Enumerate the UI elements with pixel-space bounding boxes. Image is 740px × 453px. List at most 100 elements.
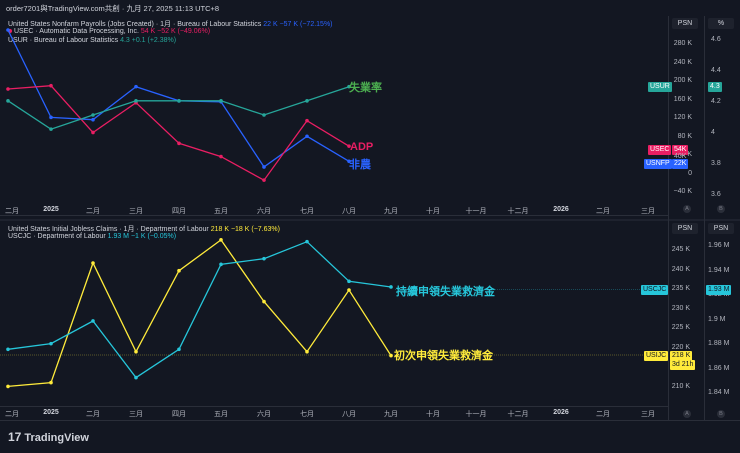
usur-pill: USUR <box>648 82 672 92</box>
data-point-usec[interactable] <box>177 141 181 146</box>
data-point-usur[interactable] <box>219 99 223 103</box>
series-legend-row[interactable]: USEC · Automatic Data Processing, Inc. 5… <box>8 28 210 35</box>
data-point-usnfp[interactable] <box>91 117 95 122</box>
series-legend-row[interactable]: United States Initial Jobless Claims · 1… <box>8 224 280 234</box>
data-point-usijc[interactable] <box>347 288 351 292</box>
data-point-uscjc[interactable] <box>389 285 393 289</box>
data-point-usec[interactable] <box>219 154 223 159</box>
x-axis-month-label: 三月 <box>129 411 143 418</box>
x-axis-month-label: 二月 <box>86 208 100 215</box>
series-line-usur[interactable] <box>7 86 350 130</box>
series-legend-row[interactable]: United States Nonfarm Payrolls (Jobs Cre… <box>8 19 333 29</box>
data-point-usec[interactable] <box>6 87 10 91</box>
data-point-usijc[interactable] <box>305 349 309 354</box>
data-point-usnfp[interactable] <box>262 165 266 169</box>
x-axis-month-label: 六月 <box>257 411 271 418</box>
uscjc-value-pill: 1.93 M <box>706 285 732 295</box>
data-point-uscjc[interactable] <box>91 319 95 323</box>
x-axis-month-label: 九月 <box>384 208 398 215</box>
data-point-usijc[interactable] <box>49 380 53 385</box>
data-point-usec[interactable] <box>305 118 309 123</box>
data-point-usijc[interactable] <box>389 353 393 358</box>
bottom-auto-scale-button[interactable]: A <box>683 410 691 418</box>
usijc-value-pill: 218 K <box>670 351 693 361</box>
data-point-usijc[interactable] <box>177 268 181 273</box>
x-axis-month-label: 二月 <box>596 411 610 418</box>
top-log-scale-button[interactable]: B <box>717 205 725 213</box>
annotation-initial-claims: 初次申領失業救濟金 <box>394 350 493 362</box>
header-text: order7201與TradingView.com共創 · 九月 27, 202… <box>6 4 220 13</box>
axis-tick-label: 210 K <box>671 383 690 390</box>
data-point-uscjc[interactable] <box>177 347 181 352</box>
data-point-usec[interactable] <box>347 144 351 148</box>
chart-header: order7201與TradingView.com共創 · 九月 27, 202… <box>0 0 740 16</box>
axis-tick-label: 4.4 <box>711 67 721 74</box>
data-point-usijc[interactable] <box>91 261 95 265</box>
data-point-usnfp[interactable] <box>347 159 351 164</box>
data-point-usijc[interactable] <box>219 238 223 242</box>
data-point-usnfp[interactable] <box>49 115 53 120</box>
usnfp-value-pill: 22K <box>672 159 689 169</box>
series-legend-value: 54 K −52 K (−49.06%) <box>140 28 211 35</box>
axis-tick-label: 245 K <box>671 246 690 253</box>
data-point-usur[interactable] <box>91 113 95 117</box>
data-point-uscjc[interactable] <box>49 341 53 346</box>
series-line-usnfp[interactable] <box>7 29 350 168</box>
data-point-usijc[interactable] <box>6 384 10 389</box>
data-point-usur[interactable] <box>134 99 138 103</box>
top-left-axis-header[interactable]: PSN <box>672 18 698 29</box>
axis-tick-label: 1.96 M <box>708 242 730 249</box>
uscjc-pill: USCJC <box>641 285 669 295</box>
x-axis-month-label: 2025 <box>43 206 59 213</box>
data-point-uscjc[interactable] <box>262 256 266 261</box>
series-line-usijc[interactable] <box>7 238 392 388</box>
bottom-right-axis-header[interactable]: PSN <box>708 223 734 234</box>
data-point-usnfp[interactable] <box>305 134 309 139</box>
top-right-axis-header[interactable]: % <box>708 18 734 29</box>
data-point-usec[interactable] <box>262 178 266 182</box>
data-point-uscjc[interactable] <box>134 375 138 380</box>
series-legend-row[interactable]: USCJC · Department of Labour 1.93 M −1 K… <box>8 233 176 240</box>
bottom-log-scale-button[interactable]: B <box>717 410 725 418</box>
axis-tick-label: 120 K <box>673 114 692 121</box>
data-point-usnfp[interactable] <box>6 28 10 32</box>
k-value-pill: 40K <box>674 153 687 160</box>
x-axis-month-label: 二月 <box>5 208 19 215</box>
x-axis-month-label: 十二月 <box>507 411 529 418</box>
data-point-usur[interactable] <box>347 84 351 89</box>
axis-tick-label: 220 K <box>671 343 690 351</box>
series-dot-icon <box>8 29 12 33</box>
axis-tick-label: 200 K <box>673 77 692 84</box>
x-axis-month-label: 六月 <box>257 208 271 215</box>
data-point-usur[interactable] <box>6 99 10 103</box>
axis-tick-label: 280 K <box>673 40 692 47</box>
data-point-usur[interactable] <box>305 99 309 103</box>
axis-tick-label: 80 K <box>677 132 692 140</box>
data-point-usijc[interactable] <box>262 299 266 304</box>
axis-tick-label: 4 <box>711 129 715 136</box>
data-point-usec[interactable] <box>49 83 53 88</box>
series-legend-row[interactable]: USUR · Bureau of Labour Statistics 4.3 +… <box>8 37 176 44</box>
top-auto-scale-button[interactable]: A <box>683 205 691 213</box>
data-point-usnfp[interactable] <box>134 84 138 89</box>
data-point-usec[interactable] <box>91 130 95 135</box>
data-point-usijc[interactable] <box>134 349 138 354</box>
series-legend-value: 1.93 M −1 K (−0.05%) <box>107 233 177 240</box>
data-point-usur[interactable] <box>49 127 53 131</box>
data-point-uscjc[interactable] <box>219 262 223 267</box>
axis-tick-label: 240 K <box>671 265 690 273</box>
data-point-usur[interactable] <box>177 99 181 103</box>
series-line-uscjc[interactable] <box>7 240 392 379</box>
axis-tick-label: 235 K <box>671 285 690 293</box>
x-axis-month-label: 二月 <box>86 411 100 418</box>
x-axis-month-label: 三月 <box>129 208 143 215</box>
data-point-uscjc[interactable] <box>6 347 10 352</box>
usec-value-pill: 54K <box>672 145 689 155</box>
tradingview-logo[interactable]: 17 TradingView <box>8 430 89 444</box>
bottom-left-axis-header[interactable]: PSN <box>672 223 698 234</box>
data-point-uscjc[interactable] <box>347 279 351 284</box>
series-legend-value: 22 K −57 K (−72.15%) <box>263 21 333 28</box>
data-point-usur[interactable] <box>262 113 266 117</box>
data-point-uscjc[interactable] <box>305 239 309 244</box>
